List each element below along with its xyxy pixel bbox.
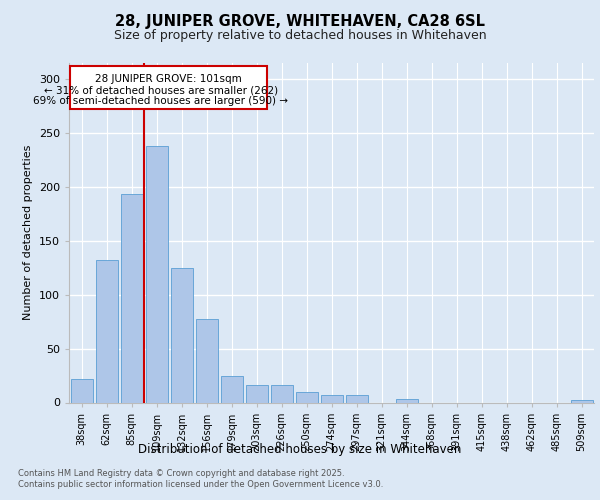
Bar xyxy=(245,385,268,402)
Text: Distribution of detached houses by size in Whitehaven: Distribution of detached houses by size … xyxy=(139,442,461,456)
FancyBboxPatch shape xyxy=(70,66,267,109)
Text: 69% of semi-detached houses are larger (590) →: 69% of semi-detached houses are larger (… xyxy=(33,96,288,106)
Text: 28 JUNIPER GROVE: 101sqm: 28 JUNIPER GROVE: 101sqm xyxy=(95,74,242,85)
Bar xyxy=(221,376,242,402)
Text: Size of property relative to detached houses in Whitehaven: Size of property relative to detached ho… xyxy=(113,29,487,42)
Text: Contains public sector information licensed under the Open Government Licence v3: Contains public sector information licen… xyxy=(18,480,383,489)
Bar xyxy=(296,392,317,402)
Bar xyxy=(146,146,167,402)
Bar xyxy=(571,400,593,402)
Text: Contains HM Land Registry data © Crown copyright and database right 2025.: Contains HM Land Registry data © Crown c… xyxy=(18,469,344,478)
Bar xyxy=(271,385,293,402)
Bar xyxy=(395,400,418,402)
Bar xyxy=(170,268,193,402)
Text: 28, JUNIPER GROVE, WHITEHAVEN, CA28 6SL: 28, JUNIPER GROVE, WHITEHAVEN, CA28 6SL xyxy=(115,14,485,29)
Bar xyxy=(71,379,92,402)
Bar xyxy=(320,395,343,402)
Bar xyxy=(95,260,118,402)
Bar xyxy=(196,320,218,402)
Y-axis label: Number of detached properties: Number of detached properties xyxy=(23,145,33,320)
Text: ← 31% of detached houses are smaller (262): ← 31% of detached houses are smaller (26… xyxy=(44,85,278,95)
Bar xyxy=(121,194,143,402)
Bar xyxy=(346,395,367,402)
